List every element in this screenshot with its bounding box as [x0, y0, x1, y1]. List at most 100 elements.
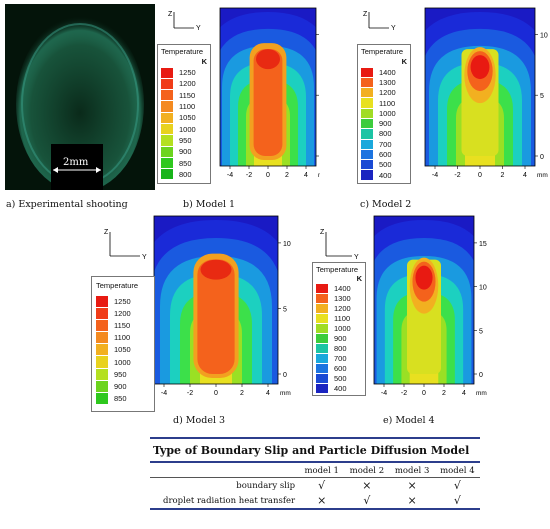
legend-swatch — [316, 363, 328, 373]
legend-swatch — [161, 157, 173, 169]
legend-swatch — [361, 129, 373, 139]
caption-e: e) Model 4 — [383, 415, 435, 426]
y-tick-label: 10 — [540, 32, 548, 39]
legend-entry: 900 — [361, 118, 396, 129]
table-row: droplet radiation heat transfer × √ × √ — [150, 493, 480, 509]
axis-y-label: Y — [142, 254, 147, 261]
axis-z-label: Z — [320, 229, 325, 236]
legend-entry: 800 — [361, 129, 396, 139]
legend-swatch — [316, 373, 328, 383]
legend-value: 1150 — [114, 320, 131, 330]
legend-swatch — [161, 123, 173, 135]
legend-title: Temperature — [161, 47, 204, 56]
x-tick-label: 4 — [462, 390, 466, 397]
legend-title: Temperature — [316, 265, 359, 274]
table-cell: × — [407, 479, 417, 492]
legend-unit: K — [356, 274, 362, 283]
legend-swatch — [96, 380, 108, 392]
legend-swatch — [96, 393, 108, 405]
axis-z-label: Z — [104, 229, 109, 236]
table-cell: √ — [453, 479, 461, 492]
legend-entry: 1300 — [316, 293, 351, 303]
contour-field: -4 -2 0 2 4 mm 0 5 10 15 — [373, 215, 487, 397]
contour-plot-model-3: Z Y -4 -2 0 2 4 mm 0 5 10 — [104, 215, 291, 397]
legend-swatch — [161, 67, 173, 78]
legend-entry: 950 — [96, 368, 131, 380]
temperature-legend-3: Temperature 1250 1200 1150 1100 1050 1000 950 9… — [91, 276, 155, 412]
legend-entry: 400 — [361, 170, 396, 180]
y-tick-label: 5 — [283, 306, 287, 313]
legend-swatch — [316, 303, 328, 313]
legend-value: 800 — [179, 169, 192, 179]
x-tick-label: -2 — [246, 172, 252, 179]
legend-entry: 500 — [361, 160, 396, 170]
legend-value: 1100 — [379, 98, 396, 108]
legend-value: 800 — [379, 129, 392, 139]
y-tick-label: 10 — [283, 241, 291, 248]
legend-value: 1200 — [179, 79, 196, 89]
axis-triad-icon: Z Y — [320, 229, 359, 261]
legend-value: 1000 — [334, 323, 351, 333]
legend-value: 950 — [179, 135, 192, 145]
legend-entry: 700 — [361, 139, 396, 149]
table-cell: √ — [363, 494, 371, 507]
legend-entry: 500 — [316, 373, 351, 383]
hot-spot — [200, 259, 232, 280]
legend-value: 500 — [379, 160, 392, 170]
axis-z-label: Z — [168, 11, 173, 18]
legend-entry: 1400 — [361, 67, 396, 77]
x-tick-label: -2 — [401, 390, 407, 397]
x-tick-label: 2 — [501, 172, 505, 179]
column-header: model 2 — [349, 466, 385, 476]
legend-swatch — [316, 383, 328, 393]
x-tick-label: 4 — [523, 172, 527, 179]
legend-entry: 400 — [316, 383, 351, 393]
legend-value: 1100 — [179, 102, 196, 112]
legend-entry: 1250 — [96, 295, 131, 307]
table-cell: √ — [453, 494, 461, 507]
plasma-glow-image — [16, 16, 144, 190]
legend-value: 900 — [379, 119, 392, 129]
legend-swatch — [161, 78, 173, 90]
temperature-legend-4: Temperature K 1400 1300 1200 1100 1000 900 800… — [312, 262, 366, 396]
x-tick-label: -2 — [187, 390, 193, 397]
legend-swatch — [161, 101, 173, 112]
legend-value: 1200 — [379, 88, 396, 98]
legend-value: 500 — [334, 373, 347, 383]
legend-value: 400 — [379, 170, 392, 180]
legend-value: 900 — [179, 147, 192, 157]
experimental-photo: 2mm — [5, 4, 155, 190]
legend-entry: 1250 — [161, 67, 196, 78]
x-unit-label: mm — [318, 172, 320, 179]
legend-entry: 1050 — [96, 344, 131, 356]
legend-value: 700 — [379, 139, 392, 149]
legend-entry: 1050 — [161, 112, 196, 123]
legend-value: 600 — [379, 150, 392, 160]
legend-swatch — [361, 160, 373, 170]
legend-value: 900 — [114, 381, 127, 391]
legend-title: Temperature — [96, 281, 139, 290]
legend-unit: K — [401, 57, 407, 66]
legend-swatch — [361, 77, 373, 88]
legend-entry: 1400 — [316, 283, 351, 293]
table-cell: × — [407, 494, 417, 507]
legend-value: 1250 — [179, 68, 196, 78]
table-cell: × — [317, 494, 327, 507]
legend-value: 1250 — [114, 296, 131, 306]
hot-core — [253, 49, 283, 156]
legend-entry: 1200 — [161, 78, 196, 90]
x-tick-label: -4 — [161, 390, 167, 397]
legend-entry: 1150 — [161, 90, 196, 101]
legend-entry: 1100 — [161, 101, 196, 112]
legend-entry: 900 — [316, 333, 351, 343]
row-label: boundary slip — [236, 480, 296, 491]
legend-value: 400 — [334, 383, 347, 393]
legend-entry: 950 — [161, 135, 196, 146]
axis-y-label: Y — [391, 25, 396, 32]
row-label: droplet radiation heat transfer — [163, 495, 296, 506]
legend-swatch — [316, 313, 328, 323]
legend-swatch — [316, 283, 328, 293]
legend-entry: 850 — [161, 157, 196, 169]
legend-swatch — [361, 118, 373, 129]
y-tick-label: 5 — [479, 328, 483, 335]
